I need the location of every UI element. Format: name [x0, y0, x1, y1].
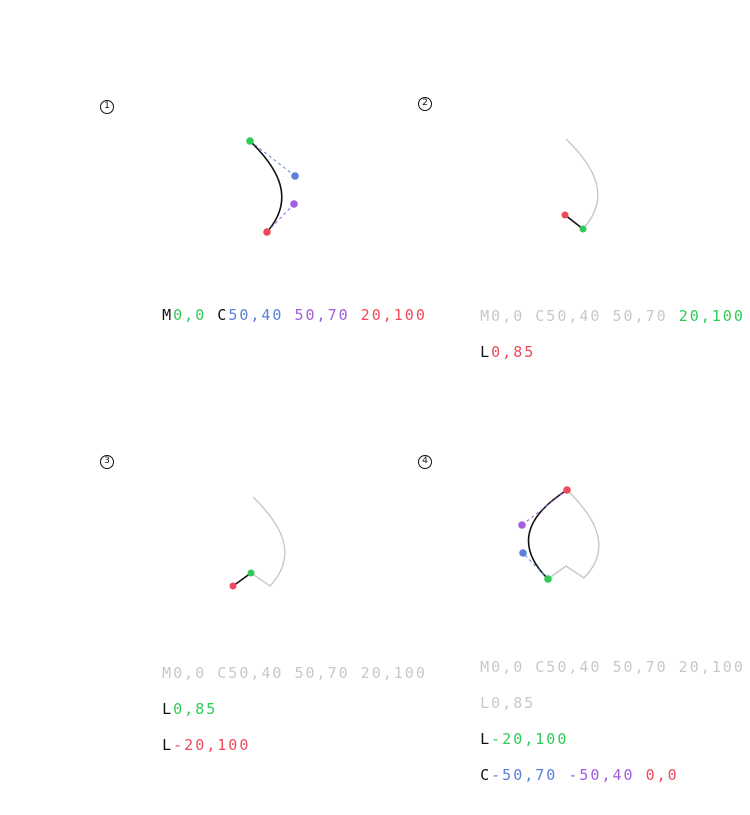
active-line-segment [564, 214, 584, 230]
path-command-line: M0,0 C50,40 50,70 20,100 [118, 646, 427, 700]
start-coordinate: 20,100 [678, 307, 745, 325]
active-cubic-curve [527, 489, 568, 580]
control-point-2 [518, 521, 526, 529]
control1-coordinate: -50,70 [491, 766, 558, 784]
control-handle-1 [522, 552, 549, 580]
path-diagram [229, 496, 286, 590]
start-coordinate: -20,100 [491, 730, 569, 748]
end-coordinate: -20,100 [173, 736, 251, 754]
active-line-segment [232, 572, 252, 587]
path-command-line: L0,85 [118, 682, 217, 736]
step-number-badge: 3 [100, 455, 114, 469]
previous-commands: M0,0 C50,40 50,70 20,100 [480, 658, 745, 676]
command-letter: L [162, 736, 174, 754]
start-point [247, 569, 255, 577]
path-command-line: M0,0 C50,40 50,70 20,100 [436, 289, 745, 343]
step-panel-2: 2 M0,0 C50,40 50,70 20,100 L0,85 [418, 97, 748, 457]
start-point [544, 575, 552, 583]
end-coordinate: 0,85 [491, 343, 536, 361]
start-point [246, 137, 254, 145]
end-point [263, 228, 271, 236]
end-point [561, 211, 569, 219]
previous-commands: M0,0 C50,40 50,70 20,100 [162, 664, 427, 682]
path-command-line: L-20,100 [436, 712, 568, 766]
previous-commands: M0,0 C50,40 50,70 [480, 307, 679, 325]
previous-path [547, 489, 600, 580]
step-number-badge: 4 [418, 455, 432, 469]
step-number-badge: 1 [100, 100, 114, 114]
step-panel-4: 4 M0,0 C50,40 50,70 20,100 L0,85 L-20,10… [418, 455, 748, 815]
command-letter: M [162, 306, 174, 324]
start-coordinate: 0,0 [173, 306, 207, 324]
command-letter: L [162, 700, 174, 718]
control2-coordinate: 50,70 [283, 306, 350, 324]
path-command-line: M0,0 C50,40 50,70 20,100 [436, 640, 745, 694]
end-point [229, 582, 237, 590]
previous-path [250, 496, 286, 587]
path-command-line: M0,0 C50,40 50,70 20,100 [118, 288, 427, 342]
control-point-1 [519, 549, 527, 557]
path-diagram [518, 486, 600, 583]
path-command-line: C-50,70 -50,40 0,0 [436, 748, 679, 802]
command-letter: L [480, 343, 492, 361]
control1-coordinate: 50,40 [228, 306, 284, 324]
end-coordinate: 20,100 [349, 306, 427, 324]
step-panel-1: 1 M0,0 C50,40 50,70 20,100 [100, 100, 430, 460]
previous-commands: L0,85 [480, 694, 536, 712]
path-diagram [561, 138, 599, 233]
control-point-1 [291, 172, 299, 180]
start-coordinate: 0,85 [173, 700, 218, 718]
control-point-2 [290, 200, 298, 208]
start-point [579, 225, 587, 233]
command-letter: C [480, 766, 492, 784]
end-coordinate: 0,0 [634, 766, 679, 784]
active-cubic-curve [249, 140, 283, 233]
step-panel-3: 3 M0,0 C50,40 50,70 20,100 L0,85 L-20,10… [100, 455, 430, 815]
command-letter: C [206, 306, 229, 324]
path-command-line: L-20,100 [118, 718, 250, 772]
end-point [563, 486, 571, 494]
control-handle-1 [249, 140, 296, 177]
control2-coordinate: -50,40 [557, 766, 635, 784]
command-letter: L [480, 730, 492, 748]
step-number-badge: 2 [418, 97, 432, 111]
path-diagram [246, 137, 299, 236]
control-handle-2 [266, 203, 295, 233]
path-command-line: L0,85 [436, 676, 535, 730]
path-command-line: L0,85 [436, 325, 535, 379]
previous-path [565, 138, 599, 230]
